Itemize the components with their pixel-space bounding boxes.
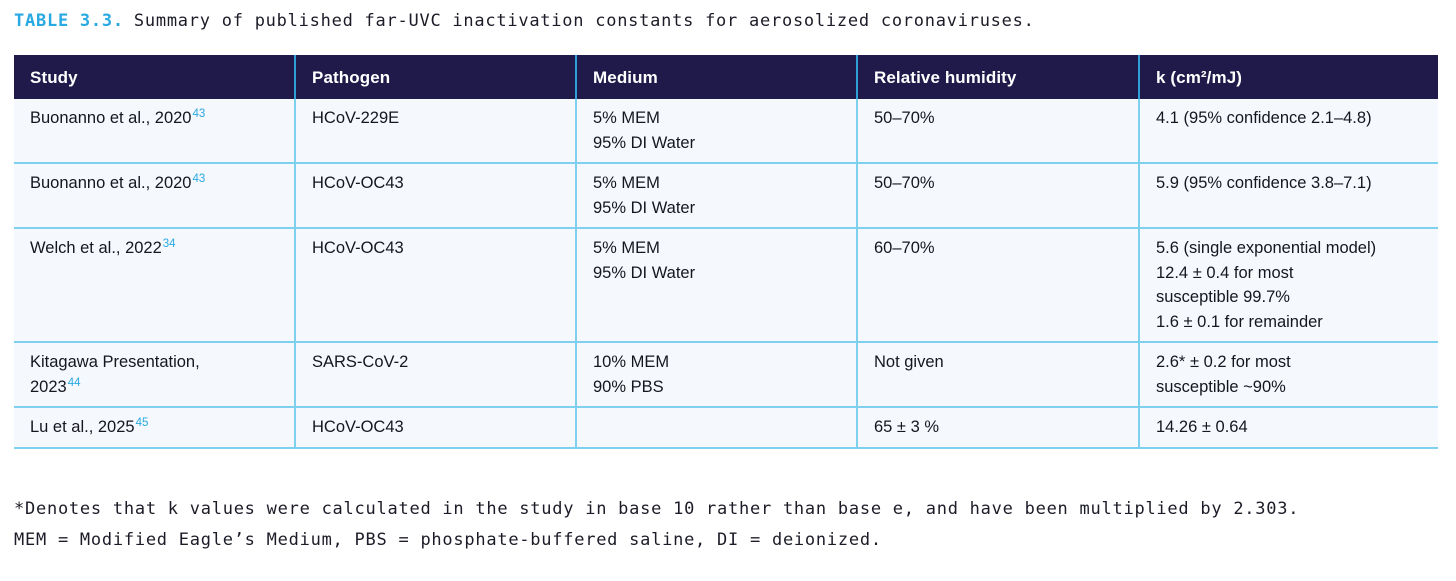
study-text: Kitagawa Presentation, (30, 353, 200, 371)
cell-k-value: 5.9 (95% confidence 3.8–7.1) (1138, 162, 1438, 228)
data-table: Study Pathogen Medium Relative humidity … (14, 55, 1438, 449)
medium-line: 5% MEM (593, 239, 660, 257)
header-row: Study Pathogen Medium Relative humidity … (14, 55, 1438, 99)
medium-line: 90% PBS (593, 377, 664, 396)
table-row: Kitagawa Presentation, 202344 SARS-CoV-2 10… (14, 341, 1438, 407)
cell-k-value: 5.6 (single exponential model) 12.4 ± 0.4… (1138, 227, 1438, 342)
col-header-study: Study (14, 55, 295, 99)
study-text: 202344 (30, 376, 81, 396)
k-line: 12.4 ± 0.4 for most (1156, 263, 1294, 282)
table-row: Welch et al., 202234 HCoV-OC43 5% MEM 95% D… (14, 227, 1438, 342)
cell-study: Kitagawa Presentation, 202344 (14, 341, 295, 407)
k-line: 4.1 (95% confidence 2.1–4.8) (1156, 109, 1372, 127)
medium-line: 95% DI Water (593, 198, 696, 217)
footnotes: *Denotes that k values were calculated i… (14, 499, 1438, 550)
table-caption-text: Summary of published far-UVC inactivatio… (133, 11, 1035, 31)
citation-ref[interactable]: 45 (135, 417, 149, 429)
k-line: 14.26 ± 0.64 (1156, 418, 1248, 436)
k-line: 5.9 (95% confidence 3.8–7.1) (1156, 174, 1372, 192)
k-line: 1.6 ± 0.1 for remainder (1156, 312, 1323, 331)
table-number-label: TABLE 3.3. (14, 11, 124, 31)
cell-pathogen: SARS-CoV-2 (294, 341, 576, 407)
medium-line: 10% MEM (593, 353, 670, 371)
cell-study: Lu et al., 202545 (14, 406, 295, 448)
study-text: Buonanno et al., 202043 (30, 173, 206, 192)
table-row: Buonanno et al., 202043 HCoV-229E 5% MEM 95… (14, 99, 1438, 163)
cell-medium (575, 406, 857, 448)
cell-medium: 5% MEM 95% DI Water (575, 227, 857, 342)
col-header-k-constant: k (cm²/mJ) (1138, 55, 1438, 99)
citation-ref[interactable]: 43 (192, 108, 206, 120)
medium-line: 95% DI Water (593, 133, 696, 152)
cell-humidity: 60–70% (856, 227, 1139, 342)
study-text: Buonanno et al., 202043 (30, 108, 206, 127)
cell-pathogen: HCoV-OC43 (294, 406, 576, 448)
cell-humidity: 50–70% (856, 162, 1139, 228)
k-line: 5.6 (single exponential model) (1156, 239, 1377, 257)
cell-study: Buonanno et al., 202043 (14, 99, 295, 163)
citation-ref[interactable]: 43 (192, 173, 206, 185)
cell-medium: 5% MEM 95% DI Water (575, 99, 857, 163)
cell-pathogen: HCoV-229E (294, 99, 576, 163)
k-line: susceptible 99.7% (1156, 288, 1290, 306)
footnote-asterisk: *Denotes that k values were calculated i… (14, 499, 1300, 519)
table-caption: TABLE 3.3. Summary of published far-UVC i… (14, 11, 1438, 31)
cell-pathogen: HCoV-OC43 (294, 227, 576, 342)
medium-line: 95% DI Water (593, 263, 696, 282)
table-row: Lu et al., 202545 HCoV-OC43 65 ± 3 % 14.26 … (14, 406, 1438, 448)
table-body: Buonanno et al., 202043 HCoV-229E 5% MEM 95… (14, 99, 1438, 448)
table-row: Buonanno et al., 202043 HCoV-OC43 5% MEM 95… (14, 162, 1438, 228)
study-text: Welch et al., 202234 (30, 238, 176, 257)
cell-humidity: 65 ± 3 % (856, 406, 1139, 448)
cell-k-value: 4.1 (95% confidence 2.1–4.8) (1138, 99, 1438, 163)
cell-pathogen: HCoV-OC43 (294, 162, 576, 228)
citation-ref[interactable]: 34 (162, 238, 176, 250)
cell-medium: 5% MEM 95% DI Water (575, 162, 857, 228)
cell-study: Buonanno et al., 202043 (14, 162, 295, 228)
col-header-medium: Medium (575, 55, 857, 99)
medium-line: 5% MEM (593, 174, 660, 192)
cell-medium: 10% MEM 90% PBS (575, 341, 857, 407)
k-line: 2.6* ± 0.2 for most (1156, 353, 1291, 371)
k-line: susceptible ~90% (1156, 377, 1286, 396)
col-header-pathogen: Pathogen (294, 55, 576, 99)
cell-humidity: 50–70% (856, 99, 1139, 163)
cell-k-value: 14.26 ± 0.64 (1138, 406, 1438, 448)
medium-line: 5% MEM (593, 109, 660, 127)
footnote-abbreviations: MEM = Modified Eagle’s Medium, PBS = pho… (14, 530, 882, 550)
cell-study: Welch et al., 202234 (14, 227, 295, 342)
cell-k-value: 2.6* ± 0.2 for most susceptible ~90% (1138, 341, 1438, 407)
citation-ref[interactable]: 44 (67, 376, 81, 389)
cell-humidity: Not given (856, 341, 1139, 407)
col-header-relative-humidity: Relative humidity (856, 55, 1139, 99)
study-text: Lu et al., 202545 (30, 417, 149, 436)
